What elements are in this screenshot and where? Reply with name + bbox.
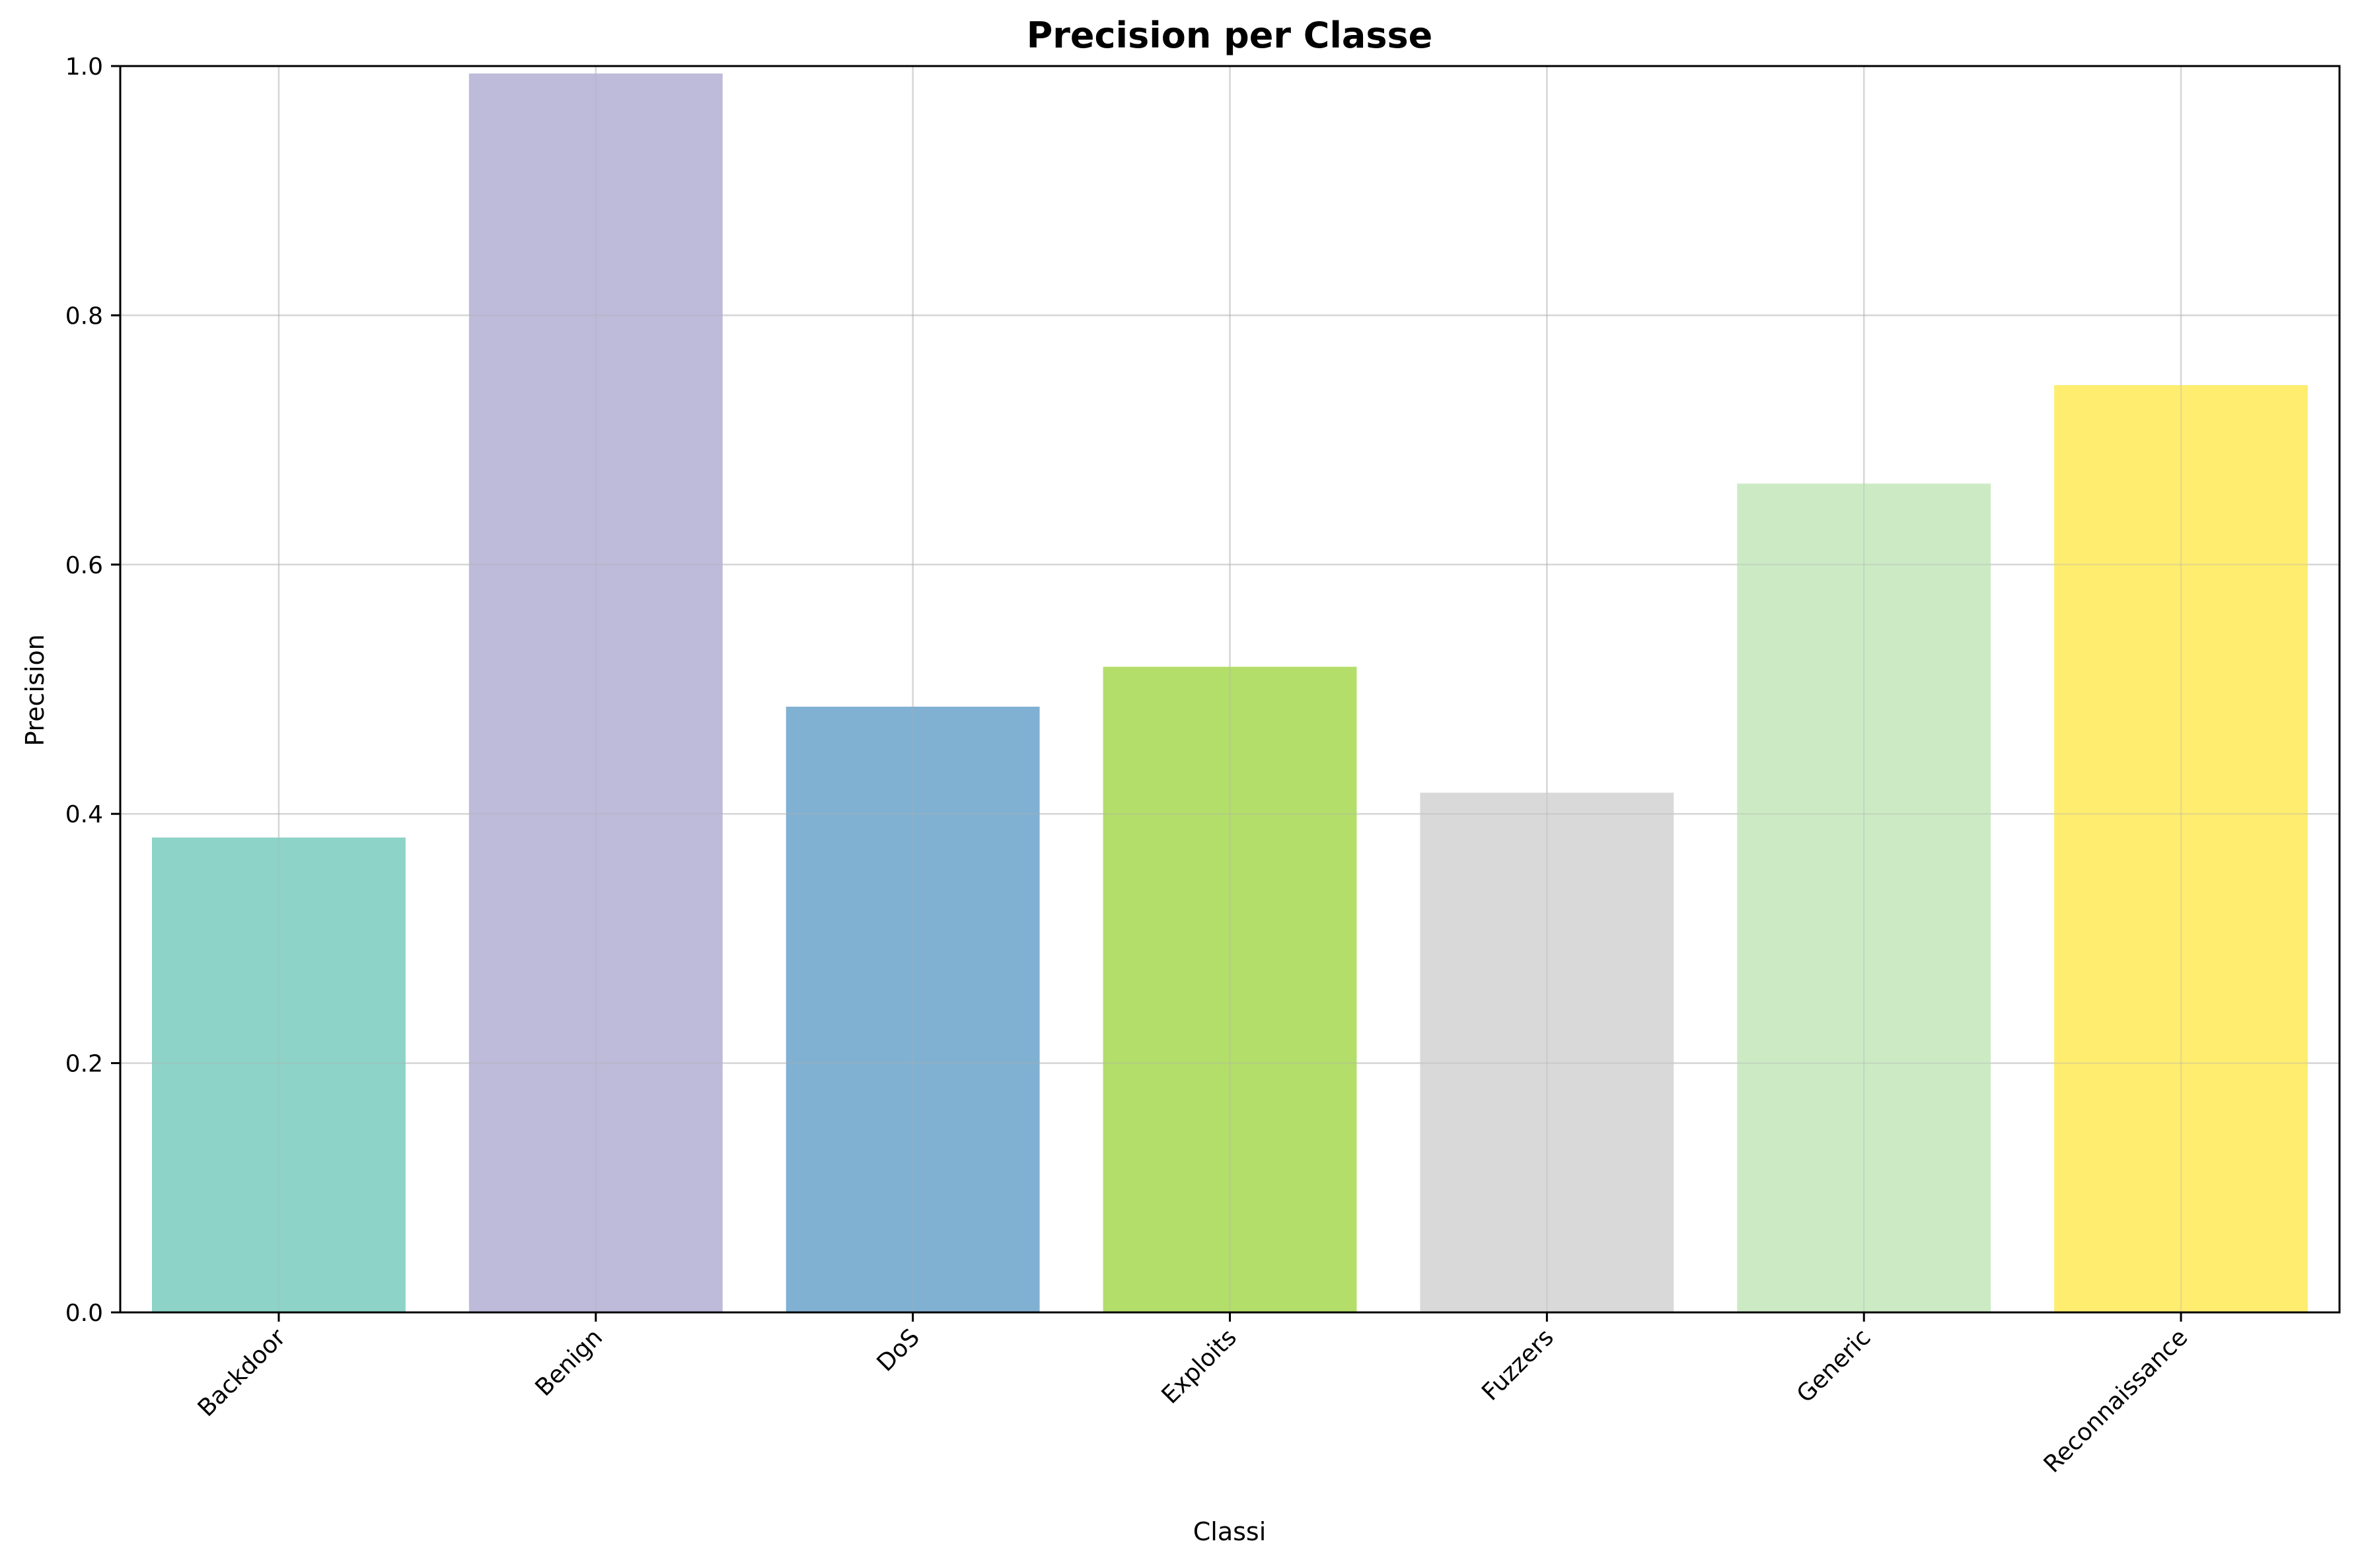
bar-backdoor — [151, 837, 406, 1312]
x-tick-label-generic: Generic — [1792, 1324, 1876, 1408]
y-axis-label: Precision — [20, 634, 50, 746]
y-tick-label: 0.4 — [65, 801, 103, 828]
bar-generic — [1737, 483, 1991, 1312]
bar-benign — [468, 73, 723, 1312]
grid-overlay — [120, 65, 2340, 1314]
y-tick-label: 0.0 — [65, 1300, 103, 1327]
x-tick-label-benign: Benign — [531, 1324, 608, 1402]
y-tick-label: 0.8 — [65, 303, 103, 330]
bar-exploits — [1103, 666, 1357, 1312]
y-tick-label: 0.6 — [65, 552, 103, 579]
bar-fuzzers — [1420, 793, 1674, 1312]
x-tick-label-dos: DoS — [872, 1324, 925, 1376]
y-tick-label: 1.0 — [65, 53, 103, 81]
x-tick-label-fuzzers: Fuzzers — [1477, 1324, 1559, 1406]
bar-dos — [786, 706, 1040, 1312]
y-ticks-layer: 0.0 0.2 0.4 0.6 0.8 1.0 — [65, 53, 120, 1327]
chart-title: Precision per Classe — [1027, 15, 1433, 56]
x-ticks-layer: Backdoor Benign DoS Exploits Fuzzers Generic R… — [193, 1312, 2193, 1478]
x-tick-label-backdoor: Backdoor — [193, 1324, 291, 1422]
y-tick-label: 0.2 — [65, 1051, 103, 1078]
x-tick-label-reconnaissance: Reconnaissance — [2039, 1324, 2193, 1478]
x-tick-label-exploits: Exploits — [1157, 1324, 1242, 1409]
bar-reconnaissance — [2054, 385, 2308, 1312]
bars-layer — [120, 65, 2340, 1314]
x-axis-label: Classi — [1193, 1517, 1267, 1546]
